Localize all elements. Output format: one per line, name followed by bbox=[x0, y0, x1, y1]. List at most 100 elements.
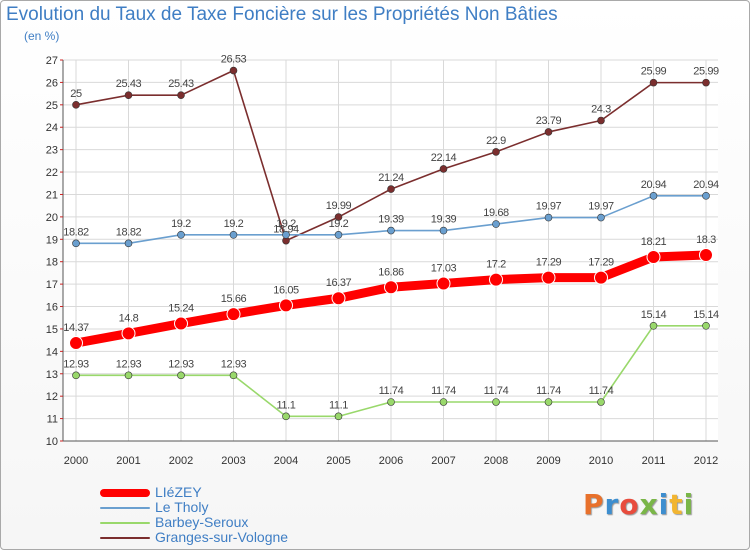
data-point bbox=[544, 213, 553, 222]
data-label: 16.05 bbox=[273, 284, 299, 296]
data-label: 19.39 bbox=[378, 214, 404, 226]
data-point bbox=[229, 231, 238, 239]
data-label: 19.2 bbox=[329, 218, 349, 230]
y-tick-label: 27 bbox=[46, 55, 58, 67]
data-point bbox=[72, 101, 80, 109]
legend-label: LIéZEY bbox=[155, 484, 202, 500]
data-point bbox=[226, 307, 241, 322]
data-point bbox=[544, 398, 553, 406]
data-point bbox=[594, 270, 608, 285]
data-point bbox=[121, 326, 136, 341]
x-tick-label: 2008 bbox=[484, 455, 508, 467]
data-label: 11.74 bbox=[589, 385, 614, 397]
x-tick-label: 2000 bbox=[64, 455, 88, 467]
data-point bbox=[439, 398, 448, 406]
data-point bbox=[646, 249, 661, 264]
data-label: 26.53 bbox=[221, 54, 247, 66]
logo-letter: i bbox=[683, 488, 695, 521]
data-label: 12.93 bbox=[116, 358, 142, 370]
data-point bbox=[492, 220, 500, 228]
logo-letter: r bbox=[604, 488, 620, 521]
data-label: 16.37 bbox=[326, 277, 352, 289]
data-point bbox=[492, 148, 500, 156]
data-label: 19.39 bbox=[431, 214, 457, 226]
data-label: 19.2 bbox=[171, 218, 191, 230]
y-tick-label: 18 bbox=[46, 257, 58, 269]
data-label: 12.93 bbox=[168, 358, 194, 370]
data-label: 22.9 bbox=[486, 135, 506, 147]
x-tick-label: 2001 bbox=[116, 455, 140, 467]
data-label: 14.8 bbox=[119, 312, 139, 324]
logo-letter: t bbox=[669, 488, 684, 521]
data-label: 25.99 bbox=[641, 66, 667, 78]
data-point bbox=[439, 226, 448, 235]
data-point bbox=[649, 78, 658, 87]
legend-label: Barbey-Seroux bbox=[155, 514, 249, 530]
x-tick-label: 2011 bbox=[642, 455, 666, 467]
data-point bbox=[384, 280, 398, 295]
data-label: 17.29 bbox=[536, 257, 562, 269]
data-label: 11.74 bbox=[484, 385, 509, 397]
data-label: 18.82 bbox=[63, 226, 89, 238]
data-label: 12.93 bbox=[221, 358, 247, 370]
data-point bbox=[229, 371, 238, 380]
legend-swatch bbox=[100, 506, 150, 509]
data-label: 20.94 bbox=[641, 179, 667, 191]
y-tick-label: 24 bbox=[46, 122, 58, 134]
data-label: 18.82 bbox=[116, 226, 142, 238]
data-label: 24.3 bbox=[591, 104, 611, 116]
y-tick-label: 16 bbox=[46, 302, 58, 314]
legend-swatch bbox=[100, 488, 150, 497]
logo-letter: i bbox=[658, 488, 670, 521]
logo-letter: P bbox=[583, 488, 605, 521]
x-tick-label: 2004 bbox=[274, 455, 298, 467]
data-point bbox=[124, 239, 133, 248]
x-tick-label: 2012 bbox=[694, 455, 718, 467]
legend-item: LIéZEY bbox=[100, 485, 288, 500]
proxiti-logo: Proxiti bbox=[583, 488, 694, 521]
data-label: 20.94 bbox=[693, 179, 719, 191]
y-tick-label: 10 bbox=[46, 436, 58, 448]
legend-item: Barbey-Seroux bbox=[100, 515, 288, 530]
data-label: 19.2 bbox=[224, 218, 244, 230]
data-label: 16.86 bbox=[378, 266, 404, 278]
y-tick-label: 15 bbox=[46, 324, 58, 336]
data-label: 23.79 bbox=[536, 115, 562, 127]
data-point bbox=[334, 231, 343, 239]
data-label: 14.37 bbox=[63, 322, 89, 334]
data-point bbox=[489, 272, 503, 287]
data-point bbox=[702, 192, 710, 200]
y-tick-label: 26 bbox=[46, 77, 58, 89]
data-label: 19.68 bbox=[483, 207, 509, 219]
data-point bbox=[69, 336, 83, 351]
data-label: 15.14 bbox=[693, 309, 719, 321]
data-point bbox=[229, 66, 238, 75]
y-tick-label: 25 bbox=[46, 100, 58, 112]
data-point bbox=[177, 231, 185, 239]
data-point bbox=[702, 322, 710, 330]
data-point bbox=[177, 371, 185, 380]
chart-legend: LIéZEY Le Tholy Barbey-Seroux Granges-sur-V… bbox=[100, 485, 288, 545]
data-label: 25.99 bbox=[693, 66, 719, 78]
data-point bbox=[439, 165, 448, 173]
data-point bbox=[124, 371, 133, 380]
data-point bbox=[541, 270, 556, 285]
data-point bbox=[331, 291, 346, 306]
data-label: 18.3 bbox=[696, 234, 716, 246]
y-tick-label: 12 bbox=[46, 391, 58, 403]
data-point bbox=[124, 91, 133, 99]
data-point bbox=[282, 231, 290, 239]
data-point bbox=[387, 185, 395, 193]
data-point bbox=[544, 128, 553, 136]
legend-swatch bbox=[100, 521, 150, 524]
data-point bbox=[282, 412, 290, 421]
data-label: 22.14 bbox=[431, 152, 457, 164]
data-point bbox=[492, 398, 500, 406]
data-label: 15.24 bbox=[168, 303, 194, 315]
data-point bbox=[387, 398, 395, 406]
y-tick-label: 17 bbox=[46, 279, 58, 291]
data-point bbox=[597, 398, 605, 406]
legend-label: Le Tholy bbox=[155, 499, 209, 515]
logo-letter: o bbox=[619, 488, 640, 521]
